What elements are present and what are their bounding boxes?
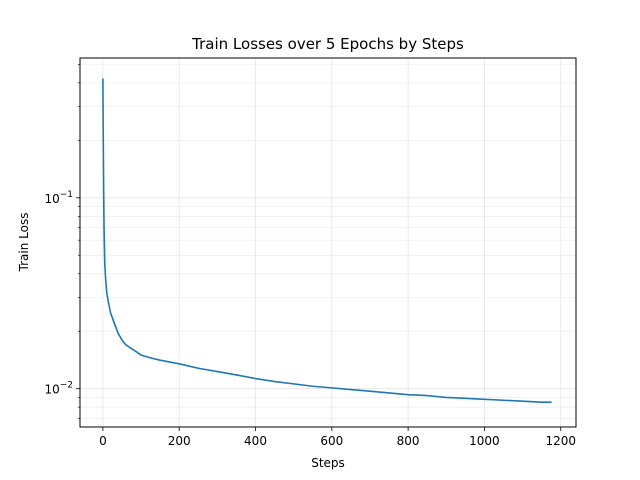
loss-point	[197, 367, 199, 369]
loss-point	[178, 363, 180, 365]
grid	[80, 58, 576, 427]
loss-point	[130, 348, 133, 350]
loss-point	[331, 387, 333, 389]
loss-point	[125, 344, 127, 346]
loss-point	[426, 395, 428, 397]
loss-point	[369, 390, 371, 392]
loss-point	[121, 339, 123, 341]
x-axis-label: Steps	[311, 456, 345, 470]
x-tick-label: 600	[320, 434, 343, 448]
loss-point	[102, 78, 104, 80]
loss-point	[445, 396, 447, 399]
y-tick-label: 10−1	[44, 190, 73, 206]
x-tick-label: 1200	[545, 434, 576, 448]
y-tick-label-base: 10	[44, 383, 59, 397]
y-tick-label: 10−2	[44, 381, 73, 397]
loss-point	[293, 383, 295, 385]
loss-point	[108, 302, 110, 304]
x-tick-label: 200	[168, 434, 191, 448]
loss-point	[502, 399, 505, 401]
y-tick-label-exponent: −1	[60, 190, 73, 200]
loss-point	[159, 359, 161, 361]
y-axis-label: Train Loss	[17, 213, 31, 273]
loss-point	[104, 277, 107, 279]
loss-point	[117, 332, 119, 334]
loss-point	[103, 189, 105, 191]
x-tick-label: 0	[99, 434, 107, 448]
loss-point	[483, 398, 486, 400]
loss-point	[464, 397, 466, 399]
chart-title: Train Losses over 5 Epochs by Steps	[191, 35, 464, 53]
series-0	[102, 78, 552, 403]
loss-point	[312, 385, 314, 387]
loss-point	[541, 401, 543, 403]
loss-point	[254, 377, 257, 380]
x-tick-label: 400	[244, 434, 267, 448]
x-tick-label: 1000	[469, 434, 500, 448]
series-layer	[102, 78, 552, 403]
loss-point	[521, 400, 524, 402]
plot-frame	[79, 57, 577, 428]
loss-line	[102, 78, 552, 403]
loss-point	[149, 357, 152, 359]
loss-point	[102, 139, 104, 141]
loss-point	[273, 380, 276, 383]
loss-point	[216, 370, 218, 373]
loss-point	[109, 312, 112, 314]
loss-point	[235, 374, 238, 376]
loss-point	[136, 351, 138, 353]
loss-point	[407, 394, 409, 396]
loss-point	[550, 401, 552, 403]
loss-point	[104, 263, 106, 265]
y-tick-label-base: 10	[44, 192, 59, 206]
x-tick-label: 800	[397, 434, 420, 448]
loss-point	[103, 246, 106, 248]
loss-point	[106, 291, 108, 293]
loss-point	[388, 392, 390, 394]
loss-point	[350, 388, 352, 391]
y-tick-label-exponent: −2	[60, 381, 73, 391]
loss-point	[103, 226, 105, 228]
loss-point	[140, 354, 142, 356]
loss-point	[113, 322, 115, 324]
